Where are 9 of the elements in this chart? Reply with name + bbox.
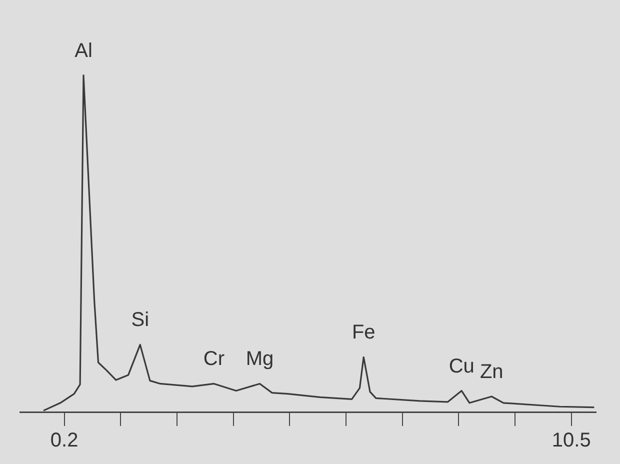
annotation: Cr [203,348,225,370]
x-tick-label: 10.5 [552,430,591,452]
annotation: Si [131,309,150,332]
annotation: Mg [246,348,274,370]
annotation: Zn [480,361,504,384]
x-tick-label: 0.2 [50,430,78,452]
annotation: Cu [448,355,474,378]
annotation: Al [74,40,92,62]
annotation: Fe [352,322,376,344]
